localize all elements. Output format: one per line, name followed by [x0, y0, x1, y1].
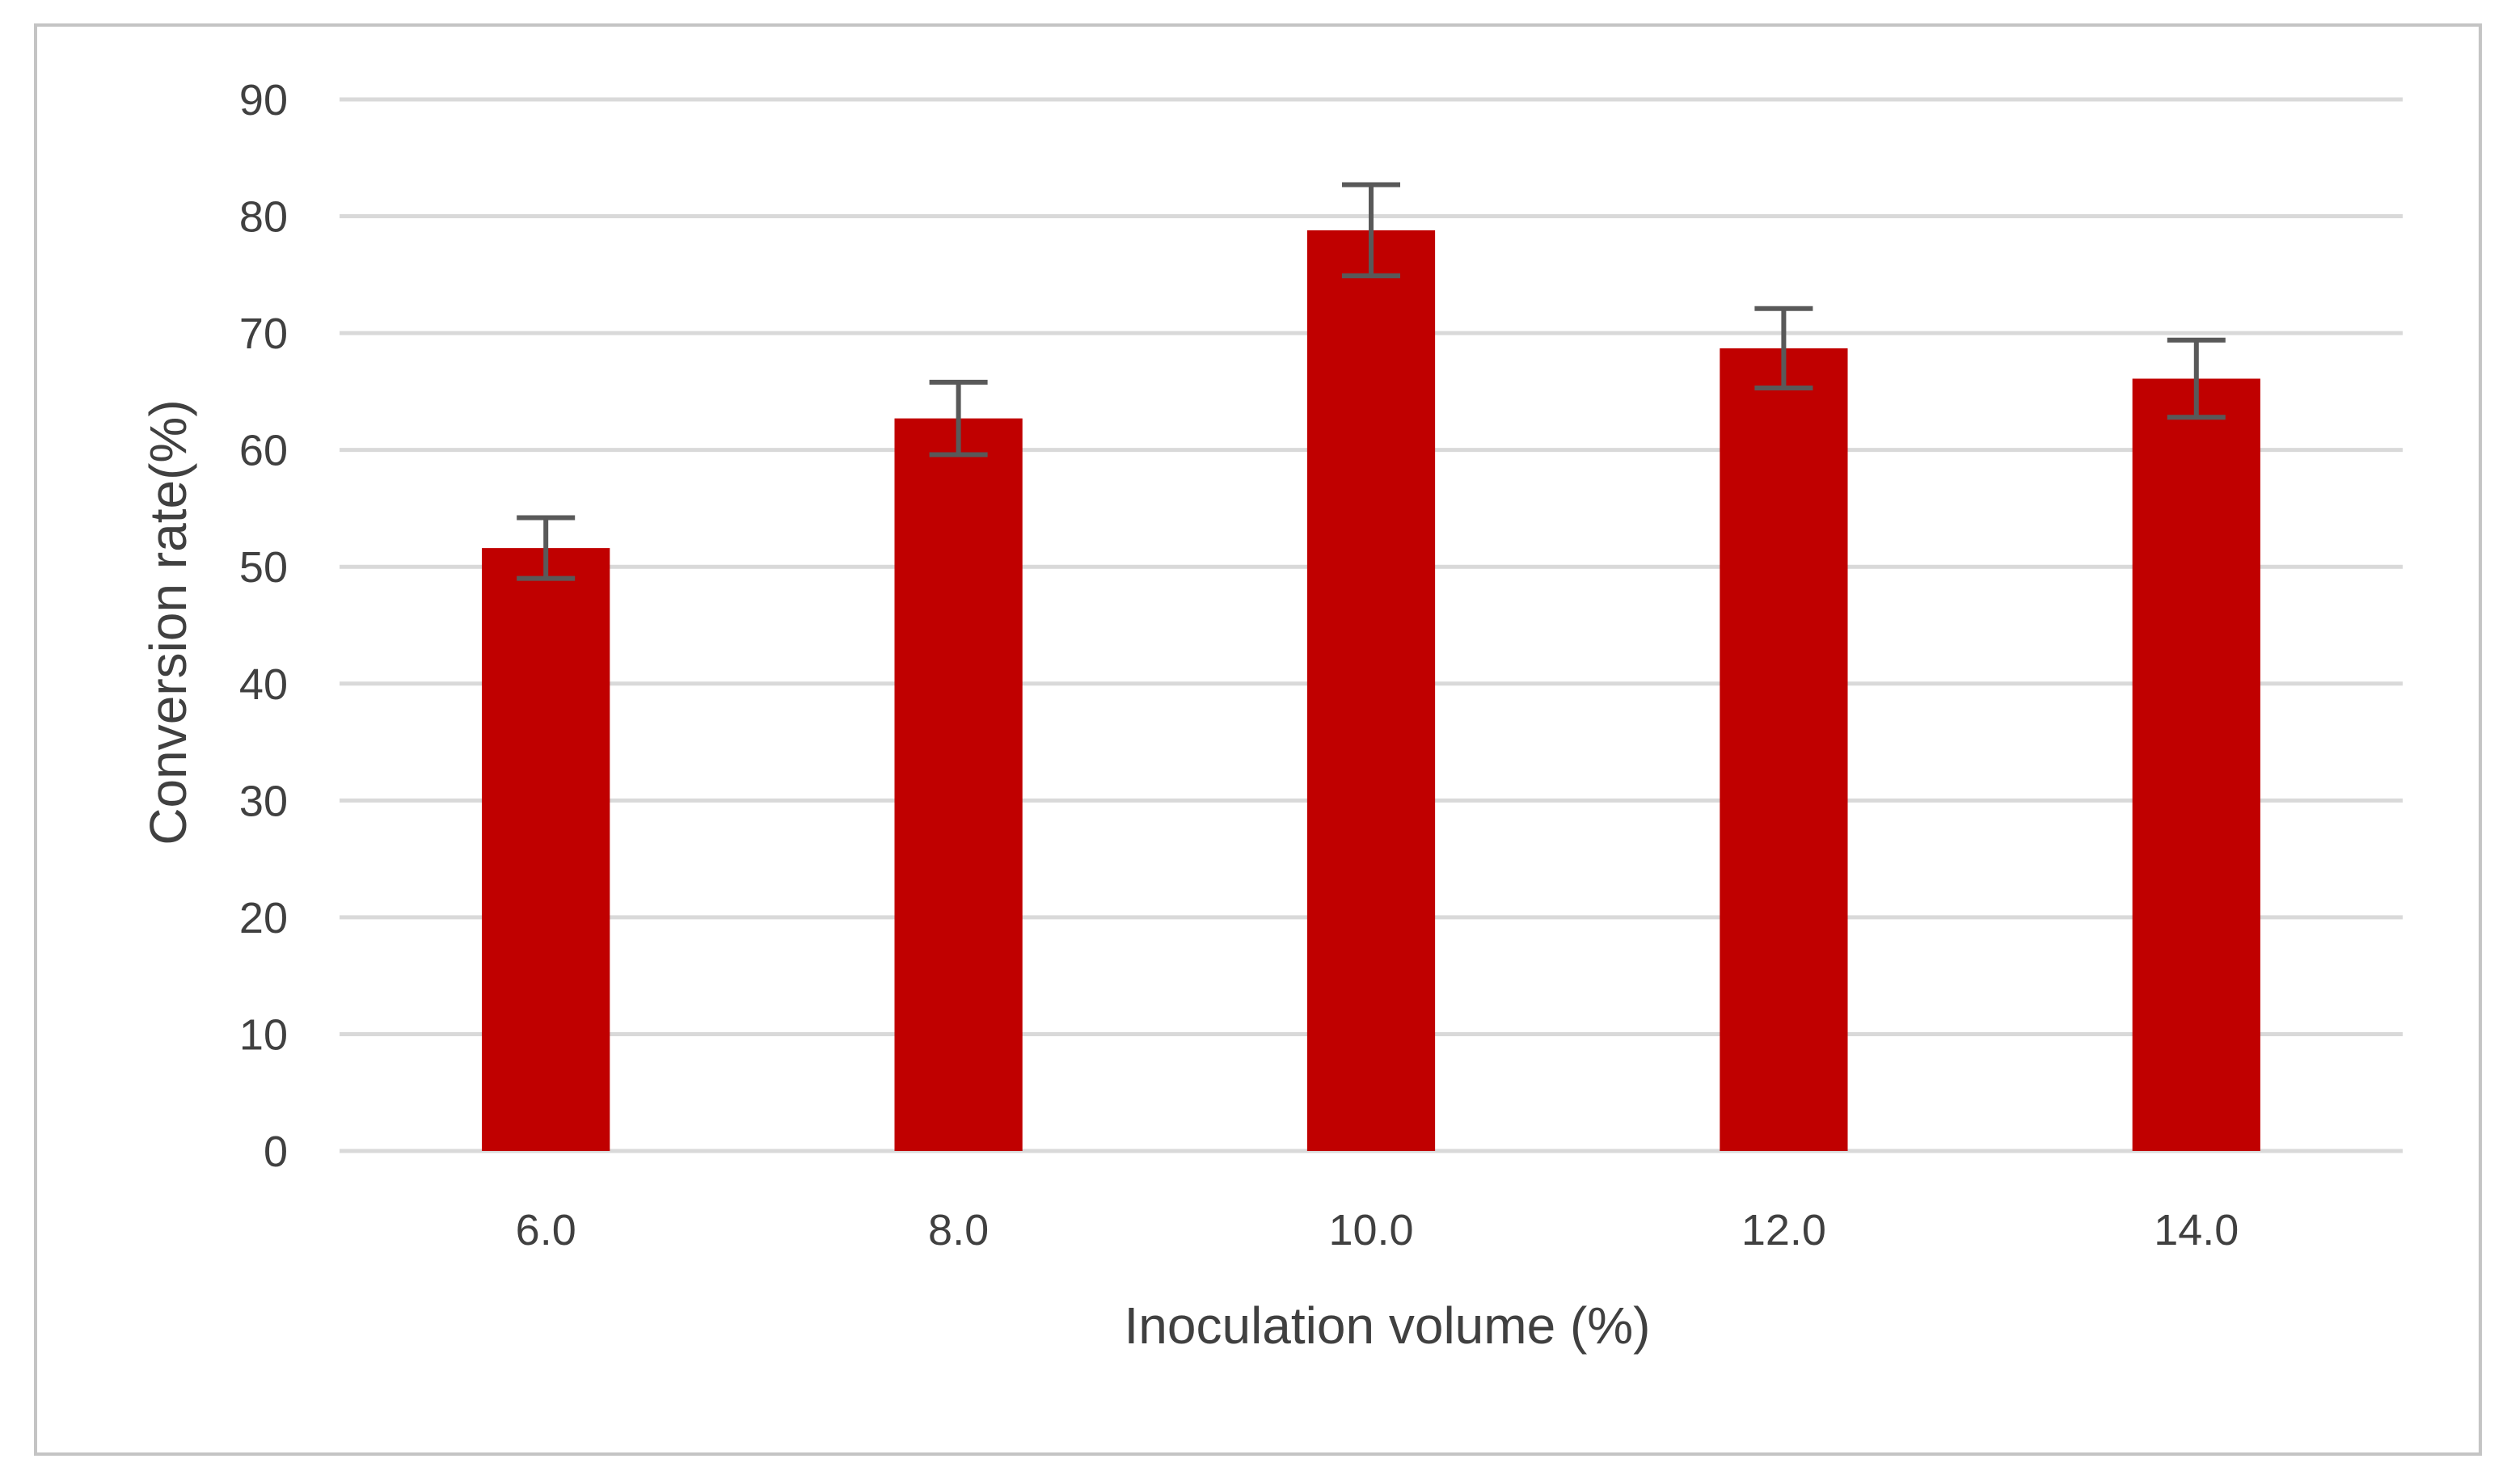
bars — [482, 230, 2260, 1151]
y-tick-label: 50 — [239, 543, 288, 592]
error-bar-12.0 — [1754, 306, 1813, 391]
error-bar-10.0 — [1342, 182, 1400, 279]
x-tick-label: 10.0 — [1328, 1206, 1413, 1254]
y-axis-tick-labels: 0 10 20 30 40 50 60 70 80 90 — [239, 76, 288, 1176]
bar-6.0 — [482, 548, 610, 1151]
x-tick-label: 12.0 — [1741, 1206, 1826, 1254]
bar-8.0 — [894, 418, 1023, 1151]
error-bar-8.0 — [929, 379, 988, 457]
error-bar-14.0 — [2167, 337, 2226, 420]
y-tick-label: 10 — [239, 1010, 288, 1059]
y-tick-label: 20 — [239, 894, 288, 942]
bar-14.0 — [2132, 378, 2260, 1151]
y-tick-label: 30 — [239, 777, 288, 825]
x-axis-tick-labels: 6.0 8.0 10.0 12.0 14.0 — [516, 1206, 2239, 1254]
y-tick-label: 0 — [264, 1128, 288, 1176]
y-tick-label: 90 — [239, 76, 288, 124]
x-axis-title: Inoculation volume (%) — [1125, 1296, 1651, 1355]
error-bars — [517, 182, 2226, 581]
error-bar-6.0 — [517, 515, 576, 581]
y-tick-label: 80 — [239, 193, 288, 242]
y-tick-label: 70 — [239, 310, 288, 358]
y-tick-label: 40 — [239, 660, 288, 709]
chart-frame — [34, 23, 2482, 1456]
x-tick-label: 14.0 — [2154, 1206, 2239, 1254]
y-axis-title: Conversion rate(%) — [139, 399, 197, 845]
bar-10.0 — [1306, 230, 1436, 1151]
x-tick-label: 6.0 — [516, 1206, 576, 1254]
bar-12.0 — [1720, 348, 1848, 1151]
x-tick-label: 8.0 — [928, 1206, 989, 1254]
y-tick-label: 60 — [239, 427, 288, 475]
